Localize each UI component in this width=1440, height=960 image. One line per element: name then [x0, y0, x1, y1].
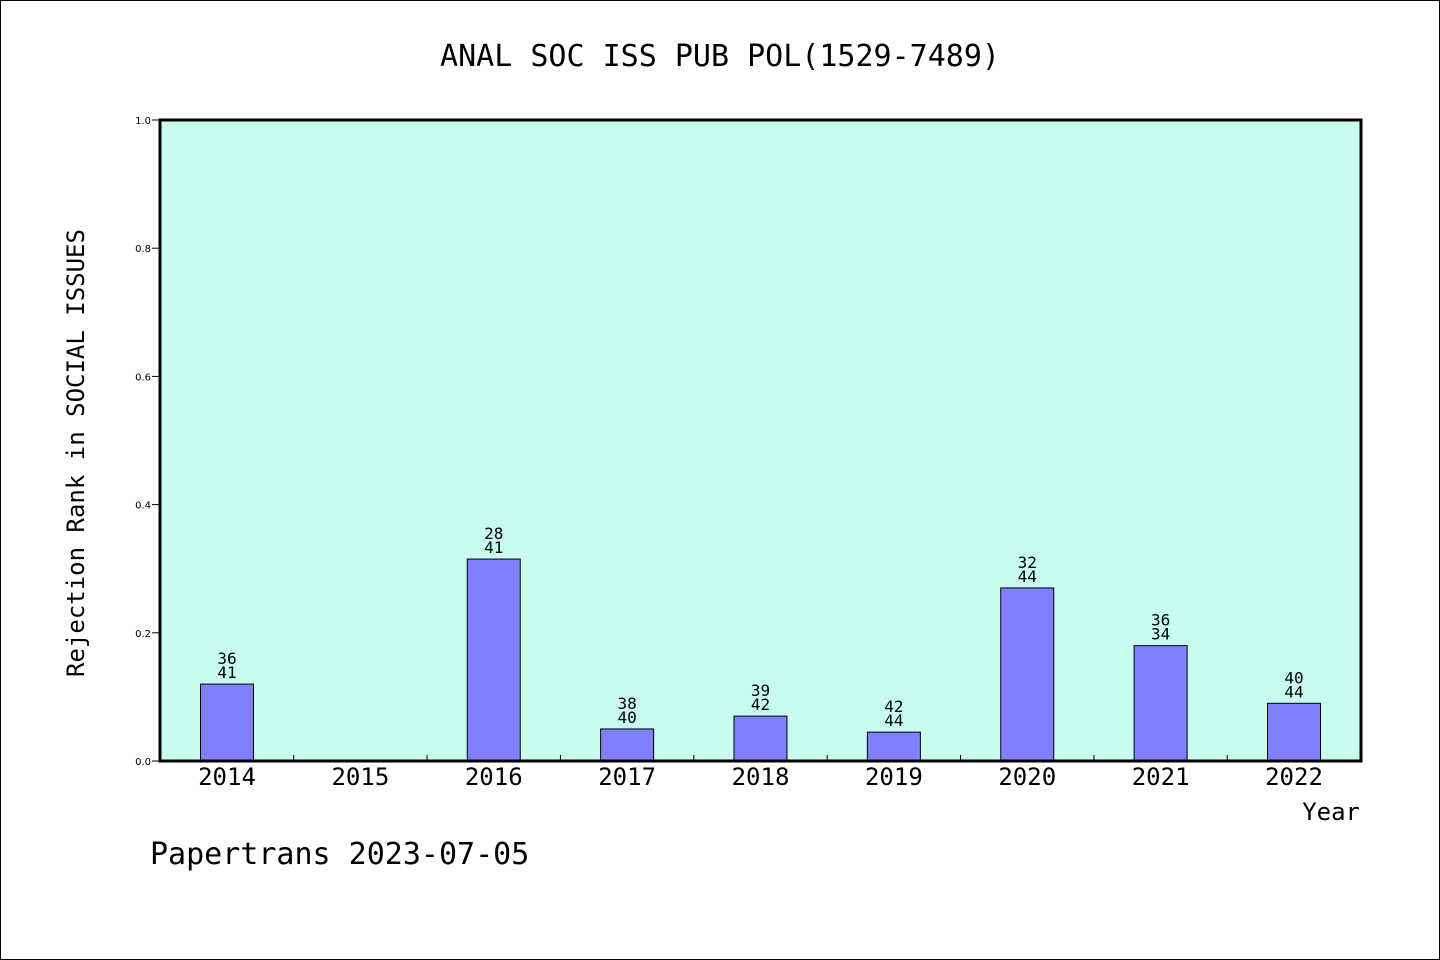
bar-2020: [1000, 587, 1055, 762]
bar-label-top: 40: [1284, 668, 1303, 687]
bar-label-bottom: 40: [617, 708, 636, 727]
chart-title: ANAL SOC ISS PUB POL(1529-7489): [440, 39, 1000, 74]
y-tick-label: 0.2: [135, 629, 151, 640]
bars-group: [200, 558, 1321, 762]
bar-label-bottom: 41: [484, 538, 503, 557]
bar-label-top: 36: [217, 649, 236, 668]
x-tick-label: 2018: [732, 763, 790, 791]
y-tick-label: 0.6: [135, 372, 151, 383]
bar-label-top: 42: [884, 697, 903, 716]
bar-2014: [200, 683, 254, 762]
x-tick-labels-group: 2014 2015 2016 2017 2018 2019 2020 2021 2022: [198, 763, 1323, 791]
bar-label-bottom: 44: [884, 711, 903, 730]
x-axis-label: Year: [1302, 798, 1360, 826]
bar-2016: [466, 558, 521, 762]
x-tick-label: 2015: [331, 763, 389, 791]
bar-label-bottom: 42: [751, 695, 770, 714]
y-axis-label: Rejection Rank in SOCIAL ISSUES: [62, 229, 90, 677]
y-tick-label: 0.0: [135, 757, 151, 768]
bar-2022: [1267, 702, 1321, 762]
plot-border: [158, 118, 1363, 763]
bar-label-top: 39: [751, 681, 770, 700]
y-axis-ticks: 0.0 0.2 0.4 0.6 0.8 1.0: [135, 116, 160, 768]
bar-label-bottom: 41: [217, 663, 236, 682]
x-tick-label: 2014: [198, 763, 256, 791]
bar-2021: [1133, 645, 1188, 762]
x-tick-label: 2020: [998, 763, 1056, 791]
bar-label-bottom: 44: [1284, 682, 1303, 701]
y-tick-label: 0.8: [135, 244, 151, 255]
x-tick-label: 2022: [1265, 763, 1323, 791]
bar-2019: [866, 731, 921, 762]
x-tick-label: 2021: [1132, 763, 1190, 791]
bar-label-top: 28: [484, 524, 503, 543]
bar-label-top: 32: [1018, 553, 1037, 572]
x-tick-label: 2017: [598, 763, 656, 791]
y-tick-label: 0.4: [135, 501, 151, 512]
bar-label-bottom: 34: [1151, 625, 1170, 644]
bar-label-top: 36: [1151, 611, 1170, 630]
bar-label-bottom: 44: [1018, 567, 1037, 586]
bar-2018: [733, 715, 788, 762]
x-tick-label: 2019: [865, 763, 923, 791]
y-tick-label: 1.0: [135, 116, 151, 127]
bar-label-top: 38: [617, 694, 636, 713]
bar-2017: [600, 728, 655, 762]
footer-text: Papertrans 2023-07-05: [150, 837, 529, 872]
x-tick-label: 2016: [465, 763, 523, 791]
